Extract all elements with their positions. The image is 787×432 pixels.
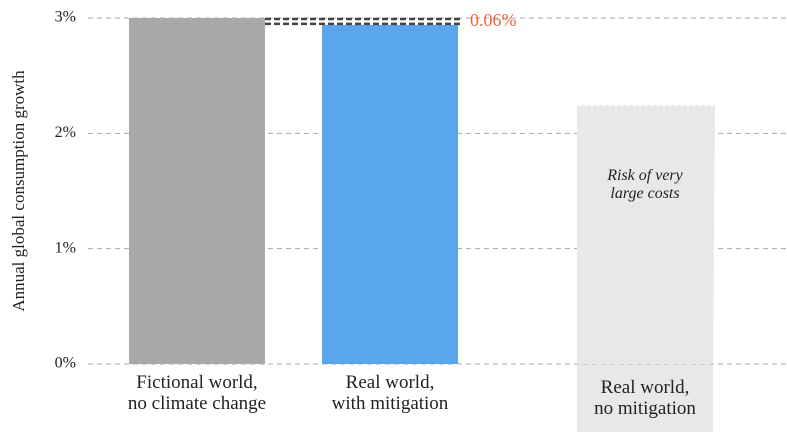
bar-background: [577, 364, 713, 432]
y-tick-label: 1%: [55, 239, 76, 256]
x-tick-label: Fictional world, no climate change: [127, 372, 267, 414]
y-tick-label: 3%: [55, 9, 76, 26]
bar-note: Risk of very large costs: [607, 167, 683, 202]
x-tick-label: Real world, with mitigation: [331, 372, 449, 414]
y-axis-label: Annual global consumption growth: [9, 70, 28, 312]
bar: [129, 18, 265, 364]
y-tick-label: 0%: [55, 355, 76, 372]
bar: [322, 24, 458, 364]
gap-annotation: 0.06%: [470, 10, 517, 30]
bar: [577, 104, 715, 364]
y-tick-label: 2%: [55, 124, 76, 141]
x-tick-label: Real world, no mitigation: [594, 377, 696, 419]
